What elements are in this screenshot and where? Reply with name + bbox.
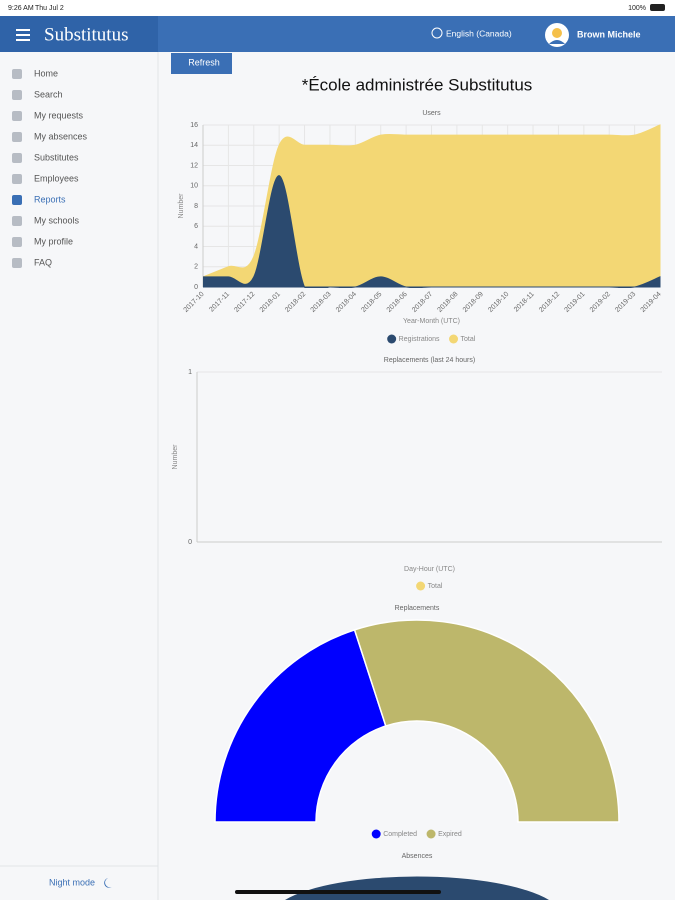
x-axis-label: Day-Hour (UTC) — [404, 566, 455, 573]
chart-title: Replacements — [395, 605, 440, 612]
nav-label[interactable]: My absences — [34, 131, 88, 141]
nav-label[interactable]: My profile — [34, 236, 73, 246]
nav-item[interactable]: Employees — [12, 173, 79, 184]
globe-icon — [431, 27, 443, 39]
nav-icon — [12, 174, 22, 184]
battery-icon — [650, 4, 665, 11]
legend: Completed Expired — [371, 829, 462, 839]
legend-swatch — [449, 334, 459, 344]
legend-label: Expired — [438, 831, 462, 838]
y-tick-label: 1 — [188, 369, 192, 376]
legend-label: Completed — [383, 831, 417, 838]
x-axis-label: Year-Month (UTC) — [403, 318, 460, 325]
y-tick-label: 12 — [190, 162, 198, 169]
nav-label[interactable]: My requests — [34, 110, 84, 120]
nav-icon — [12, 132, 22, 142]
nav-icon — [12, 90, 22, 100]
chart-title: Users — [422, 110, 441, 117]
brand[interactable]: Substitutus — [44, 24, 128, 45]
nav-item[interactable]: Reports — [12, 194, 66, 205]
refresh-bg[interactable] — [171, 53, 232, 74]
nav: Home Search My requests My absences Substitu… — [12, 68, 88, 268]
slice — [353, 619, 620, 823]
nav-item[interactable]: My profile — [12, 236, 73, 247]
menu-button[interactable] — [16, 29, 30, 41]
area — [203, 175, 661, 288]
chart-title: Replacements (last 24 hours) — [384, 357, 475, 364]
legend-swatch — [416, 581, 426, 591]
nav-label[interactable]: Employees — [34, 173, 79, 183]
avatar-body — [549, 40, 565, 44]
area — [203, 124, 661, 288]
y-tick-label: 14 — [190, 142, 198, 149]
nav-item[interactable]: Substitutes — [12, 152, 79, 163]
nav-item[interactable]: Search — [12, 89, 63, 100]
nav-item[interactable]: My requests — [12, 110, 84, 121]
nav-icon — [12, 258, 22, 268]
nav-label[interactable]: Search — [34, 89, 63, 99]
slice — [214, 628, 387, 823]
legend-label: Total — [461, 336, 476, 343]
nav-label[interactable]: Reports — [34, 194, 66, 204]
status-bar — [0, 0, 675, 16]
nav-icon — [12, 237, 22, 247]
nav-label[interactable]: FAQ — [34, 257, 52, 267]
y-tick-label: 6 — [194, 223, 198, 230]
legend-swatch — [371, 829, 381, 839]
nav-label[interactable]: Home — [34, 68, 58, 78]
absences-arc — [285, 876, 549, 900]
sidebar — [0, 52, 158, 900]
chart-title: Absences — [402, 853, 433, 860]
nav-icon — [12, 111, 22, 121]
y-tick-label: 4 — [194, 243, 198, 250]
absences-visible-arc — [285, 876, 549, 900]
nav-item[interactable]: My absences — [12, 131, 88, 142]
y-tick-label: 0 — [188, 539, 192, 546]
user-name[interactable]: Brown Michele — [577, 29, 641, 39]
y-tick-label: 16 — [190, 122, 198, 129]
legend-swatch — [426, 829, 436, 839]
status-battery: 100% — [628, 5, 646, 12]
refresh-label[interactable]: Refresh — [188, 57, 220, 67]
y-tick-label: 0 — [194, 284, 198, 291]
status-time: 9:26 AM — [8, 5, 34, 12]
nav-icon — [12, 69, 22, 79]
legend-swatch — [387, 334, 397, 344]
nav-item[interactable]: FAQ — [12, 257, 52, 268]
legend: Total — [416, 581, 443, 591]
plot — [203, 124, 661, 288]
legend-label: Total — [428, 583, 443, 590]
y-axis-label: Number — [172, 444, 179, 470]
nav-item[interactable]: Home — [12, 68, 58, 79]
language[interactable]: English (Canada) — [446, 28, 512, 38]
y-tick-label: 8 — [194, 203, 198, 210]
night-mode[interactable]: Night mode — [49, 877, 95, 887]
refresh-button[interactable]: Refresh — [171, 53, 232, 74]
nav-icon — [12, 195, 22, 205]
nav-icon — [12, 153, 22, 163]
home-indicator — [235, 890, 441, 894]
nav-item[interactable]: My schools — [12, 215, 80, 226]
y-axis-label: Number — [178, 193, 185, 219]
nav-icon — [12, 216, 22, 226]
y-tick-label: 10 — [190, 183, 198, 190]
nav-label[interactable]: My schools — [34, 215, 80, 225]
legend-label: Registrations — [399, 336, 440, 343]
legend: Registrations Total — [387, 334, 476, 344]
status-date: Thu Jul 2 — [35, 5, 64, 12]
nav-label[interactable]: Substitutes — [34, 152, 79, 162]
y-tick-label: 2 — [194, 264, 198, 271]
avatar-face — [552, 28, 562, 38]
page-title: *École administrée Substitutus — [302, 75, 533, 94]
